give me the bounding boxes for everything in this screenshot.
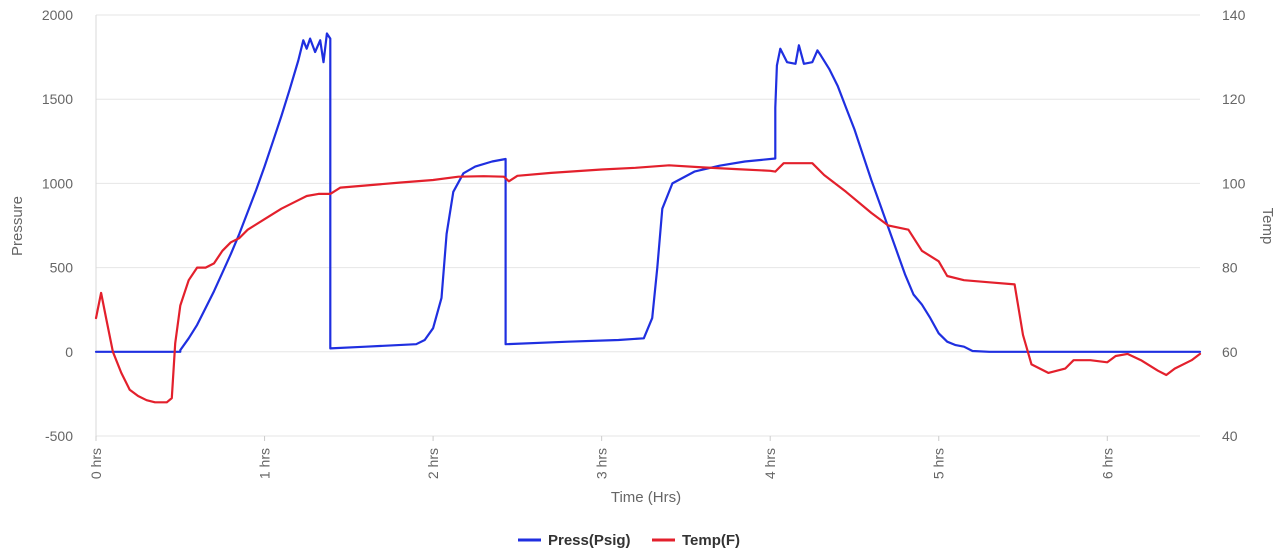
legend: Press(Psig) Temp(F) — [518, 532, 740, 549]
series-line-press — [94, 32, 1202, 353]
y-right-tick-label: 120 — [1222, 91, 1246, 107]
y-right-tick-label: 140 — [1222, 7, 1246, 23]
y-left-tick-label: 500 — [50, 260, 74, 276]
y-left-tick-label: 0 — [65, 344, 73, 360]
right-axis-ticks: 40 60 80 100 120 140 — [1222, 7, 1246, 444]
series-line-temp — [94, 162, 1202, 404]
x-tick-label: 2 hrs — [425, 448, 441, 479]
left-axis-ticks: -500 0 500 1000 1500 2000 — [42, 7, 73, 444]
legend-label-press: Press(Psig) — [548, 532, 631, 549]
y-left-tick-label: 1500 — [42, 91, 73, 107]
y-left-tick-label: 2000 — [42, 7, 73, 23]
grid-lines — [95, 14, 1200, 437]
x-axis-title: Time (Hrs) — [611, 489, 681, 506]
x-tick-label: 6 hrs — [1099, 448, 1115, 479]
y-right-tick-label: 60 — [1222, 344, 1238, 360]
y-right-tick-label: 80 — [1222, 260, 1238, 276]
y-right-tick-label: 100 — [1222, 175, 1246, 191]
legend-item-temp[interactable]: Temp(F) — [652, 532, 740, 549]
y-left-tick-label: -500 — [45, 428, 73, 444]
x-tick-label: 4 hrs — [762, 448, 778, 479]
legend-item-press[interactable]: Press(Psig) — [518, 532, 631, 549]
y-left-tick-label: 1000 — [42, 175, 73, 191]
legend-label-temp: Temp(F) — [682, 532, 740, 549]
x-tick-label: 5 hrs — [931, 448, 947, 479]
y-axis-title-left: Pressure — [9, 196, 26, 256]
y-right-tick-label: 40 — [1222, 428, 1238, 444]
x-tick-label: 1 hrs — [257, 448, 273, 479]
x-tick-label: 0 hrs — [88, 448, 104, 479]
series-lines — [94, 32, 1202, 404]
x-axis-ticks: 0 hrs 1 hrs 2 hrs 3 hrs 4 hrs 5 hrs 6 hrs — [88, 436, 1115, 479]
y-axis-title-right: Temp — [1259, 208, 1276, 245]
x-tick-label: 3 hrs — [594, 448, 610, 479]
